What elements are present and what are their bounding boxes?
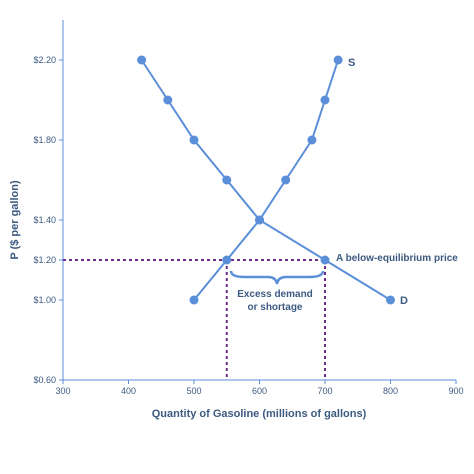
shortage-label-line2: or shortage xyxy=(247,302,302,313)
points xyxy=(137,55,395,305)
x-tick-label: 800 xyxy=(383,386,398,396)
y-axis-title: P ($ per gallon) xyxy=(9,180,21,260)
x-tick-label: 900 xyxy=(448,386,463,396)
supply-point xyxy=(281,175,291,185)
supply-curve xyxy=(193,59,340,301)
curves xyxy=(140,59,392,301)
supply-point xyxy=(222,255,232,265)
x-tick-label: 400 xyxy=(121,386,136,396)
axes xyxy=(62,20,456,381)
demand-point xyxy=(163,95,173,105)
demand-point xyxy=(189,135,199,145)
supply-point xyxy=(307,135,317,145)
demand-point xyxy=(320,255,330,265)
x-tick-label: 700 xyxy=(317,386,332,396)
demand-point xyxy=(137,55,147,65)
shortage-label-line1: Excess demand xyxy=(237,289,313,300)
supply-point xyxy=(189,295,199,305)
below-equilibrium-label: A below-equilibrium price xyxy=(336,253,458,264)
shortage-brace xyxy=(229,270,325,285)
x-tick-label: 500 xyxy=(186,386,201,396)
y-tick-label: $1.40 xyxy=(33,215,56,225)
y-tick-label: $1.80 xyxy=(33,135,56,145)
y-tick-label: $1.20 xyxy=(33,255,56,265)
demand-point xyxy=(255,215,264,225)
demand-point xyxy=(222,175,232,185)
y-tick-label: $1.00 xyxy=(33,295,56,305)
y-tick-label: $2.20 xyxy=(33,55,56,65)
guides xyxy=(63,259,326,380)
x-tick-label: 600 xyxy=(252,386,267,396)
demand-curve-label: D xyxy=(400,295,408,307)
demand-point xyxy=(386,295,395,305)
ticks: 300 400 500 600 700 800 900 $0.60 $1.00 $1.20 $1.4… xyxy=(33,55,463,396)
x-tick-label: 300 xyxy=(55,386,70,396)
supply-point xyxy=(320,95,330,105)
x-axis-title: Quantity of Gasoline (millions of gallon… xyxy=(152,408,367,420)
supply-curve-label: S xyxy=(348,57,355,69)
y-tick-label: $0.60 xyxy=(33,375,56,385)
supply-point xyxy=(333,55,343,65)
demand-curve xyxy=(140,59,392,301)
